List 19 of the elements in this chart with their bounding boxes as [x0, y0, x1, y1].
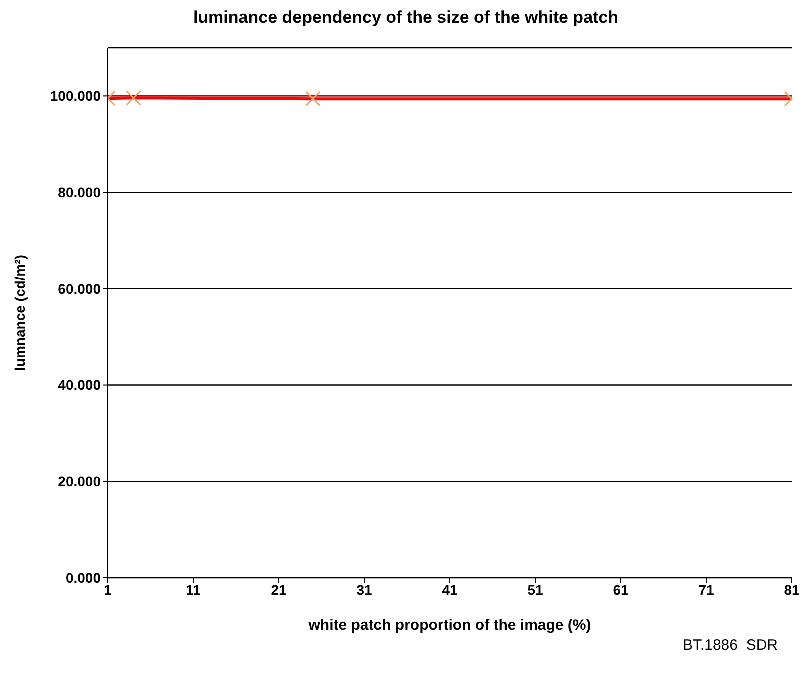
y-tick-label: 20.000 — [58, 474, 102, 490]
y-axis-title: lumnance (cd/m²) — [12, 255, 28, 371]
chart-title: luminance dependency of the size of the white patch — [192, 8, 620, 28]
x-tick-label: 41 — [442, 582, 458, 598]
x-tick-label: 81 — [784, 582, 800, 598]
y-tick-label: 40.000 — [58, 377, 102, 394]
x-tick-label: 71 — [698, 582, 714, 598]
x-tick-label: 51 — [528, 582, 544, 598]
x-tick-label: 11 — [186, 582, 202, 598]
x-axis-title: white patch proportion of the image (%) — [308, 617, 592, 634]
y-tick-label: 60.000 — [58, 280, 102, 297]
y-tick-label: 80.000 — [58, 184, 102, 201]
text: BT.1886 SDR — [682, 637, 778, 654]
x-tick-label: 21 — [271, 582, 287, 598]
x-tick-label: 61 — [613, 582, 629, 598]
x-tick-label: 1 — [104, 582, 112, 598]
y-tick-label: 0.000 — [66, 570, 102, 586]
x-tick-label: 31 — [356, 582, 372, 598]
y-tick-label: 100.000 — [50, 88, 102, 104]
